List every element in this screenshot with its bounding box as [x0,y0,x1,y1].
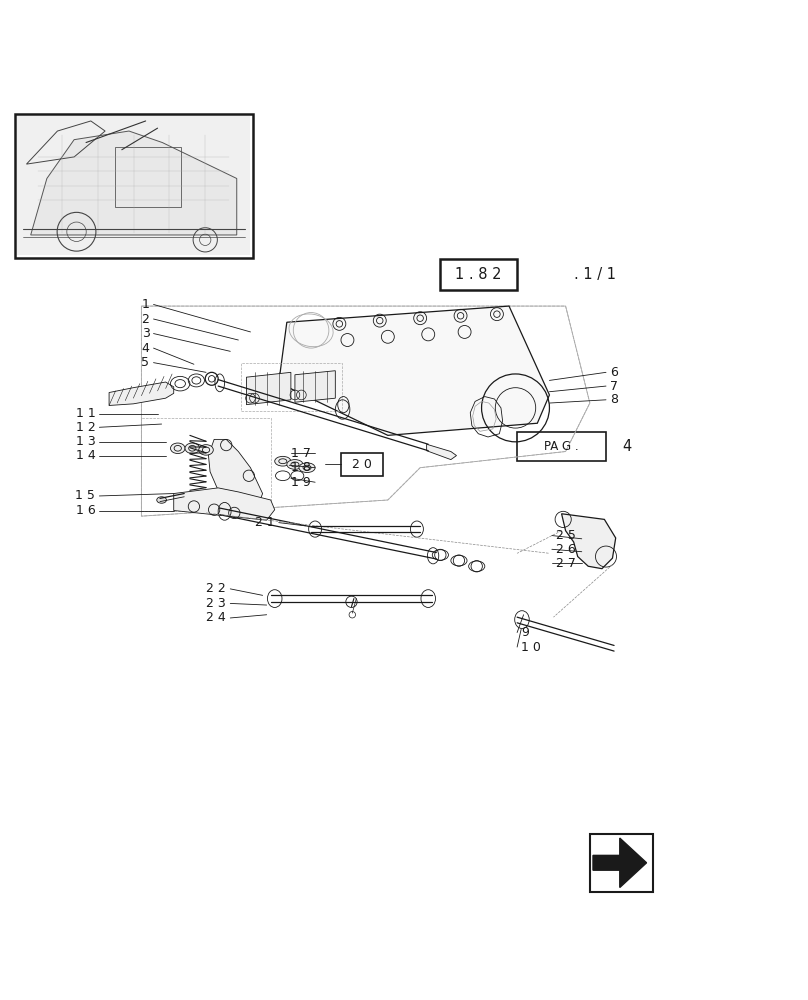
Text: 1 2: 1 2 [76,421,95,434]
Text: 2 5: 2 5 [556,529,576,542]
Polygon shape [174,488,275,520]
Text: 2 2: 2 2 [207,582,226,595]
Text: 8: 8 [610,393,618,406]
Text: 2 0: 2 0 [352,458,372,471]
Polygon shape [208,439,263,508]
Text: 1 4: 1 4 [76,449,95,462]
Text: 2: 2 [141,313,149,326]
Text: 1 8: 1 8 [291,461,311,474]
Text: 2 6: 2 6 [556,543,575,556]
Polygon shape [109,382,174,405]
Text: PA G .: PA G . [545,440,579,453]
Bar [241,363,342,411]
Bar [141,418,271,511]
Text: 1 1: 1 1 [76,407,95,420]
Text: 2 1: 2 1 [255,516,275,529]
Text: 1 3: 1 3 [76,435,95,448]
Text: . 1 / 1: . 1 / 1 [574,267,616,282]
Text: 4: 4 [141,342,149,355]
Bar [517,432,606,461]
Text: 1: 1 [141,298,149,311]
Text: 1 6: 1 6 [76,504,95,517]
Text: 2 4: 2 4 [207,611,226,624]
Polygon shape [562,514,616,569]
Bar [590,834,653,892]
Bar [17,116,250,255]
Text: 7: 7 [610,380,618,393]
Text: 3: 3 [141,327,149,340]
Polygon shape [593,838,646,888]
Bar [440,259,517,290]
Ellipse shape [275,456,291,466]
Ellipse shape [185,443,200,454]
Text: 4: 4 [622,439,631,454]
Text: 9: 9 [521,626,529,639]
Text: 1 0: 1 0 [521,641,541,654]
Bar [115,147,181,207]
Polygon shape [246,372,291,405]
Polygon shape [279,306,549,435]
Text: 1 . 8 2: 1 . 8 2 [456,267,502,282]
Ellipse shape [199,445,213,455]
Text: 1 7: 1 7 [291,447,311,460]
Polygon shape [427,444,457,460]
Text: 1 9: 1 9 [292,476,311,489]
Text: 5: 5 [141,356,149,369]
Text: 2 7: 2 7 [556,557,576,570]
Polygon shape [295,371,335,402]
Text: 6: 6 [610,366,618,379]
Text: 2 3: 2 3 [207,597,226,610]
Polygon shape [31,131,237,235]
Ellipse shape [157,497,166,503]
Ellipse shape [287,460,303,469]
Bar [341,453,383,476]
Bar [15,114,253,258]
Ellipse shape [299,463,315,473]
Text: 1 5: 1 5 [75,489,95,502]
Ellipse shape [170,443,185,454]
